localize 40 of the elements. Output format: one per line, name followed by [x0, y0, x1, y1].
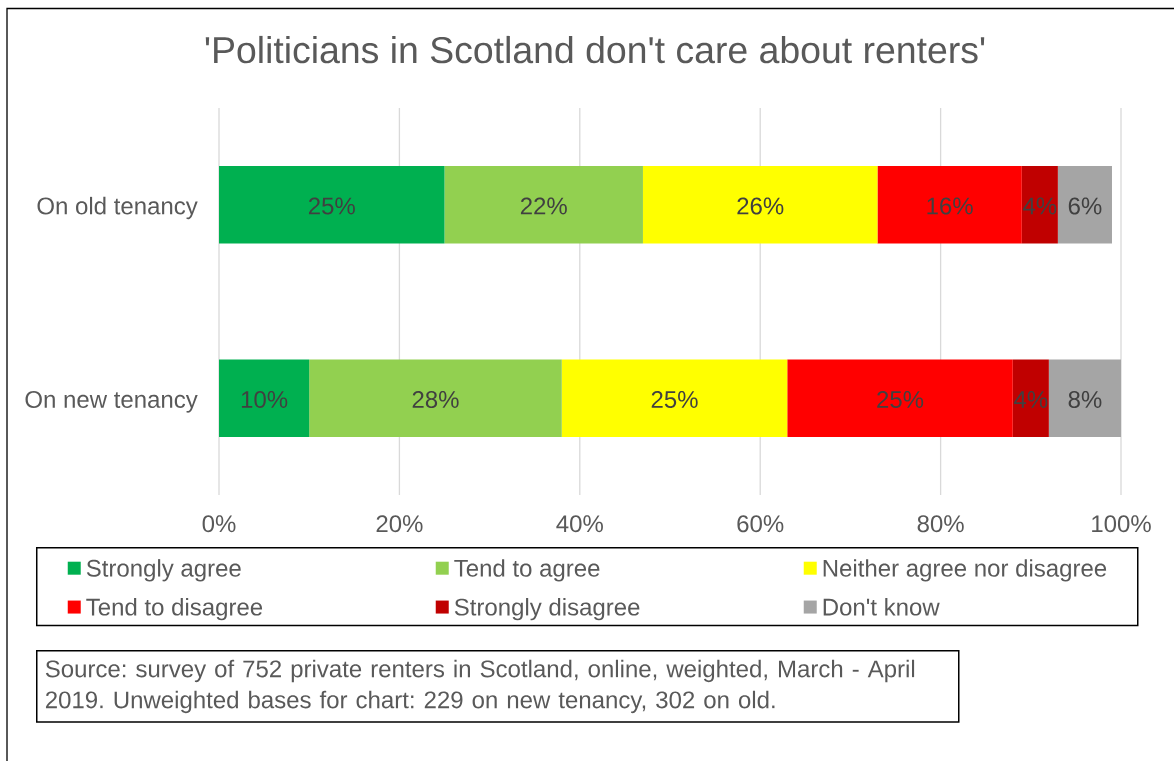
legend-label: Neither agree nor disagree	[823, 559, 1107, 582]
bar	[219, 359, 310, 437]
bar	[642, 166, 878, 244]
bar	[1057, 166, 1112, 244]
data-label: 28%	[412, 391, 459, 408]
bar	[787, 359, 1013, 437]
x-tick-label: 20%	[376, 515, 423, 533]
data-label: 22%	[520, 197, 567, 215]
chart-title: 'Politicians in Scotland don't care about renters'	[205, 35, 985, 64]
bar	[561, 359, 788, 437]
legend-label: Strongly disagree	[454, 597, 640, 621]
data-label: 16%	[927, 197, 973, 215]
x-tick-label: 0%	[202, 515, 236, 533]
data-label: 25%	[308, 197, 355, 215]
data-label: 8%	[1068, 391, 1102, 408]
legend-label: Tend to agree	[454, 559, 600, 582]
data-label: 4%	[1023, 197, 1057, 215]
legend-label: Strongly agree	[86, 559, 241, 582]
x-tick-label: 60%	[737, 515, 784, 533]
source-note: Source: survey of 752 private renters in Scotland, online, weighted, March - April 2019. Unweighted bases for chart: 229 on new tenancy, 302 on old.	[45, 659, 915, 714]
data-label: 26%	[737, 197, 784, 215]
bar	[1021, 166, 1058, 244]
bar	[444, 166, 643, 244]
data-label: 10%	[241, 391, 288, 408]
bar	[1012, 359, 1049, 437]
legend-label: Tend to disagree	[86, 597, 263, 621]
bar	[309, 359, 562, 437]
y-tick-label: On new tenancy	[25, 391, 198, 413]
legend-label: Don't know	[823, 597, 940, 616]
data-label: 25%	[877, 391, 924, 408]
x-tick-label: 100%	[1092, 515, 1151, 533]
data-label: 6%	[1068, 197, 1102, 215]
data-label: 25%	[651, 391, 698, 408]
bar	[1048, 359, 1122, 437]
x-tick-label: 80%	[917, 515, 964, 533]
bar	[877, 166, 1022, 244]
y-tick-label: On old tenancy	[37, 196, 198, 220]
bar	[219, 166, 445, 244]
x-tick-label: 40%	[556, 515, 603, 533]
data-label: 4%	[1014, 391, 1048, 408]
